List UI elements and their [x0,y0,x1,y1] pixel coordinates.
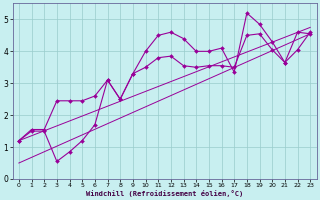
X-axis label: Windchill (Refroidissement éolien,°C): Windchill (Refroidissement éolien,°C) [86,190,243,197]
